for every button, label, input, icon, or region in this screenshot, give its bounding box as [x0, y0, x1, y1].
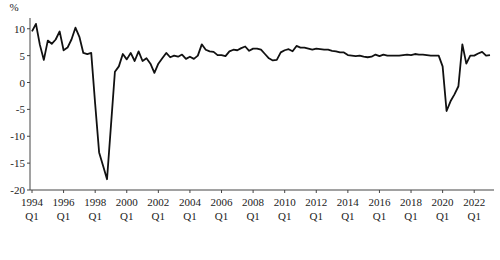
y-tick-label: -10	[10, 130, 25, 142]
x-tick	[95, 190, 96, 193]
x-tick	[189, 190, 190, 193]
chart: -20 -15 -10 -5 0 5 10% 1994Q1 1996Q1 1998Q1 2000Q1…	[0, 0, 500, 260]
plot-area	[32, 24, 490, 179]
x-tick	[316, 190, 317, 193]
x-tick-label: 2000Q1	[116, 196, 139, 222]
data-line	[32, 24, 490, 179]
x-tick	[253, 190, 254, 193]
y-tick-label: -15	[10, 157, 25, 169]
x-axis	[30, 190, 494, 191]
y-tick-label: -20	[10, 184, 25, 196]
x-tick-label: 2010Q1	[274, 196, 297, 222]
x-tick	[63, 190, 64, 193]
x-tick-label: 2012Q1	[305, 196, 327, 222]
x-tick-label: 2008Q1	[242, 196, 265, 222]
x-tick	[379, 190, 380, 193]
y-tick-label: 0	[20, 77, 26, 89]
x-tick-label: 1998Q1	[84, 196, 107, 222]
x-tick	[32, 190, 33, 193]
x-tick-label: 2020Q1	[432, 196, 455, 222]
x-tick	[474, 190, 475, 193]
x-tick-label: 2002Q1	[147, 196, 169, 222]
x-tick	[221, 190, 222, 193]
x-tick-label: 2006Q1	[211, 196, 234, 222]
x-tick	[158, 190, 159, 193]
y-tick-label: 10	[14, 23, 26, 35]
x-tick	[126, 190, 127, 193]
x-tick	[347, 190, 348, 193]
x-tick	[411, 190, 412, 193]
x-tick-label: 2014Q1	[337, 196, 360, 222]
x-tick-label: 1996Q1	[53, 196, 76, 222]
y-tick-label: -5	[16, 103, 26, 115]
x-tick	[442, 190, 443, 193]
x-tick-label: 2004Q1	[179, 196, 202, 222]
y-axis	[30, 18, 31, 190]
x-tick-label: 2016Q1	[368, 196, 391, 222]
x-tick-label: 1994Q1	[21, 196, 44, 222]
x-tick-label: 2022Q1	[463, 196, 485, 222]
x-tick-label: 2018Q1	[400, 196, 423, 222]
y-axis-label: %	[9, 1, 18, 13]
y-tick-label: 5	[20, 50, 26, 62]
x-tick	[284, 190, 285, 193]
